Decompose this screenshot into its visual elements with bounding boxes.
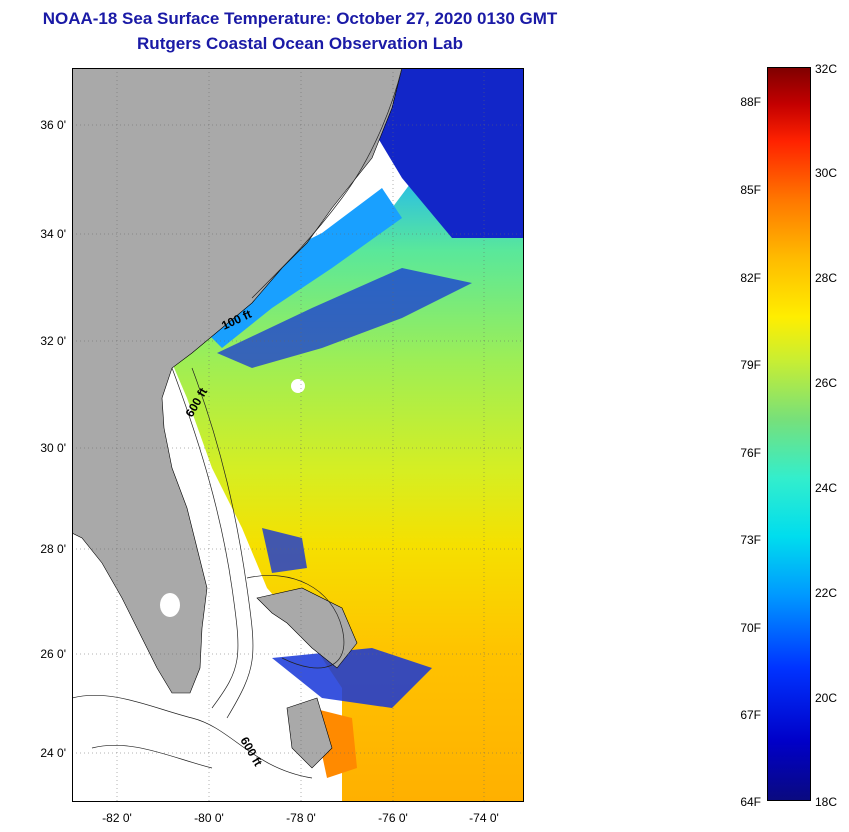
lat-label-24: 24 0' [40,746,66,760]
colorbar-c-20: 20C [815,691,838,705]
colorbar-f-79: 79F [740,358,761,372]
colorbar-c-32: 32C [815,62,838,76]
map-subtitle: Rutgers Coastal Ocean Observation Lab [137,34,463,53]
lon-label-74: -74 0' [469,811,499,825]
colorbar-c-30: 30C [815,166,838,180]
colorbar-c-28: 28C [815,271,838,285]
colorbar-f-76: 76F [740,446,761,460]
colorbar-f-82: 82F [740,271,761,285]
colorbar-c-22: 22C [815,586,838,600]
colorbar-c-18: 18C [815,795,838,809]
temperature-colorbar [767,67,811,801]
lon-label-78: -78 0' [286,811,316,825]
colorbar-f-64: 64F [740,795,761,809]
lat-label-28: 28 0' [40,542,66,556]
colorbar-f-85: 85F [740,183,761,197]
map-title: NOAA-18 Sea Surface Temperature: October… [42,9,558,28]
colorbar-f-70: 70F [740,621,761,635]
lon-label-82: -82 0' [102,811,132,825]
lon-label-80: -80 0' [194,811,224,825]
lat-label-32: 32 0' [40,334,66,348]
land-mass [72,68,403,769]
colorbar-f-88: 88F [740,95,761,109]
colorbar-f-67: 67F [740,708,761,722]
sst-map: 100 ft 600 ft 600 ft [72,68,524,802]
colorbar-c-24: 24C [815,481,838,495]
lat-label-36: 36 0' [40,118,66,132]
colorbar-c-26: 26C [815,376,838,390]
lat-label-34: 34 0' [40,227,66,241]
lat-label-30: 30 0' [40,441,66,455]
lon-label-76: -76 0' [378,811,408,825]
lat-lon-grid [72,68,524,802]
colorbar-f-73: 73F [740,533,761,547]
lat-label-26: 26 0' [40,647,66,661]
